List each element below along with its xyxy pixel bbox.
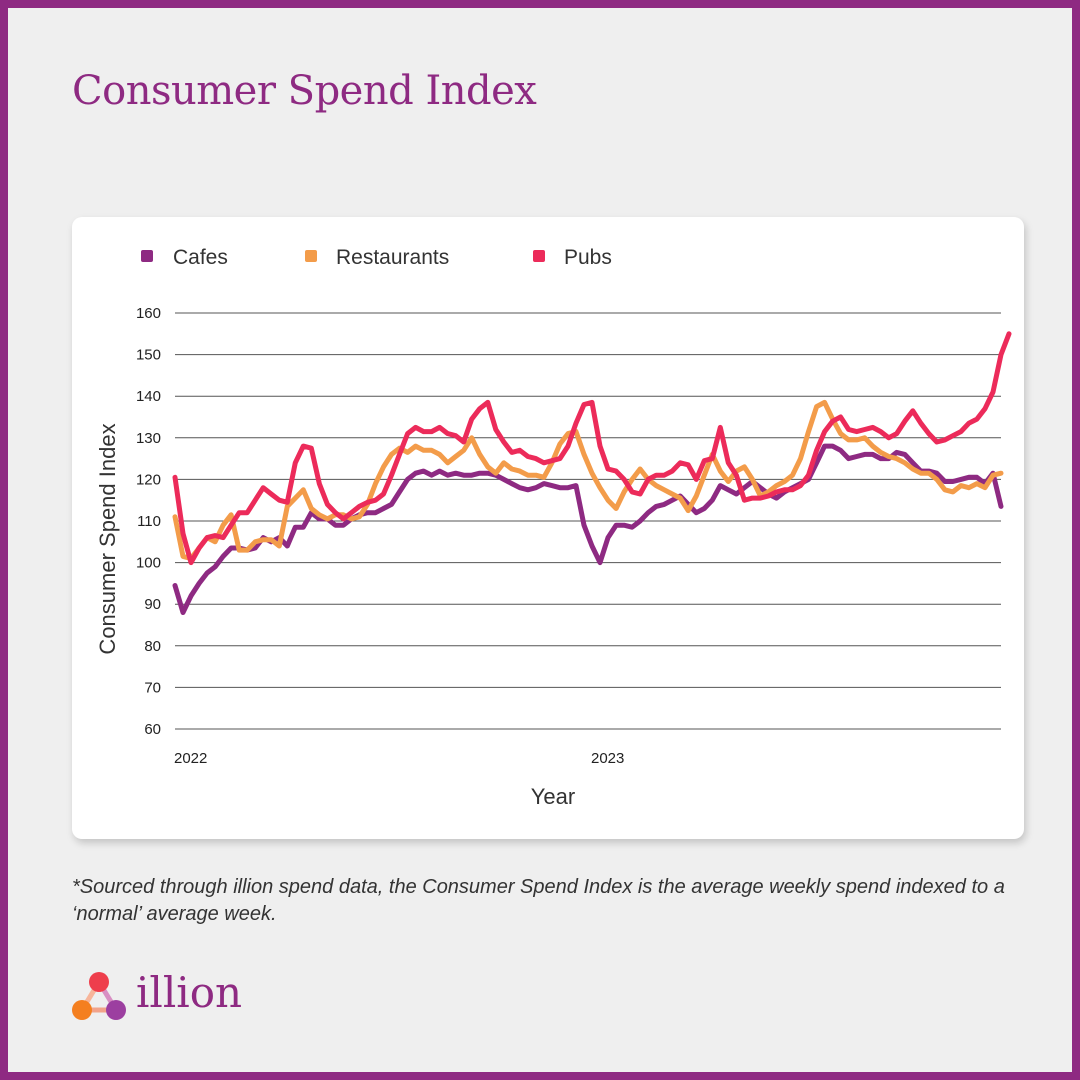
chart-legend: Cafes Restaurants Pubs bbox=[141, 246, 612, 269]
brand-logo: illion bbox=[70, 968, 270, 1028]
footnote: *Sourced through illion spend data, the … bbox=[72, 876, 1005, 925]
x-axis-ticks: 2022 2023 bbox=[174, 750, 624, 767]
y-tick-label: 150 bbox=[136, 347, 161, 364]
y-tick-label: 110 bbox=[137, 513, 161, 530]
legend-label-cafes: Cafes bbox=[173, 246, 228, 269]
x-axis-title: Year bbox=[531, 784, 575, 809]
y-tick-label: 160 bbox=[136, 305, 161, 322]
x-tick-label: 2023 bbox=[591, 750, 624, 767]
y-tick-label: 80 bbox=[144, 638, 161, 655]
y-tick-label: 130 bbox=[136, 430, 161, 447]
y-axis-title: Consumer Spend Index bbox=[95, 423, 120, 654]
grid-lines bbox=[175, 312, 1001, 730]
brand-name: illion bbox=[136, 968, 243, 1017]
y-tick-label: 140 bbox=[136, 388, 161, 405]
line-chart: Cafes Restaurants Pubs 60 70 80 90 100 110 120… bbox=[95, 246, 1012, 809]
x-tick-label: 2022 bbox=[174, 750, 207, 767]
series-line-restaurants bbox=[172, 399, 1004, 561]
series-line-cafes bbox=[172, 443, 1004, 615]
legend-marker-cafes bbox=[141, 250, 153, 262]
chart-card: Cafes Restaurants Pubs 60 70 80 90 100 110 120… bbox=[72, 217, 1024, 839]
legend-label-pubs: Pubs bbox=[564, 246, 612, 269]
series-line-pubs bbox=[172, 331, 1012, 566]
y-tick-label: 90 bbox=[144, 596, 161, 613]
page-title: Consumer Spend Index bbox=[72, 68, 537, 114]
y-tick-label: 100 bbox=[136, 555, 161, 572]
legend-marker-restaurants bbox=[305, 250, 317, 262]
y-tick-label: 60 bbox=[144, 721, 161, 738]
y-axis-ticks: 60 70 80 90 100 110 120 130 140 150 160 bbox=[136, 305, 161, 738]
illion-logo-icon bbox=[72, 972, 126, 1020]
legend-marker-pubs bbox=[533, 250, 545, 262]
series-lines bbox=[172, 331, 1012, 615]
y-tick-label: 70 bbox=[144, 679, 161, 696]
legend-label-restaurants: Restaurants bbox=[336, 246, 449, 269]
y-tick-label: 120 bbox=[136, 471, 161, 488]
